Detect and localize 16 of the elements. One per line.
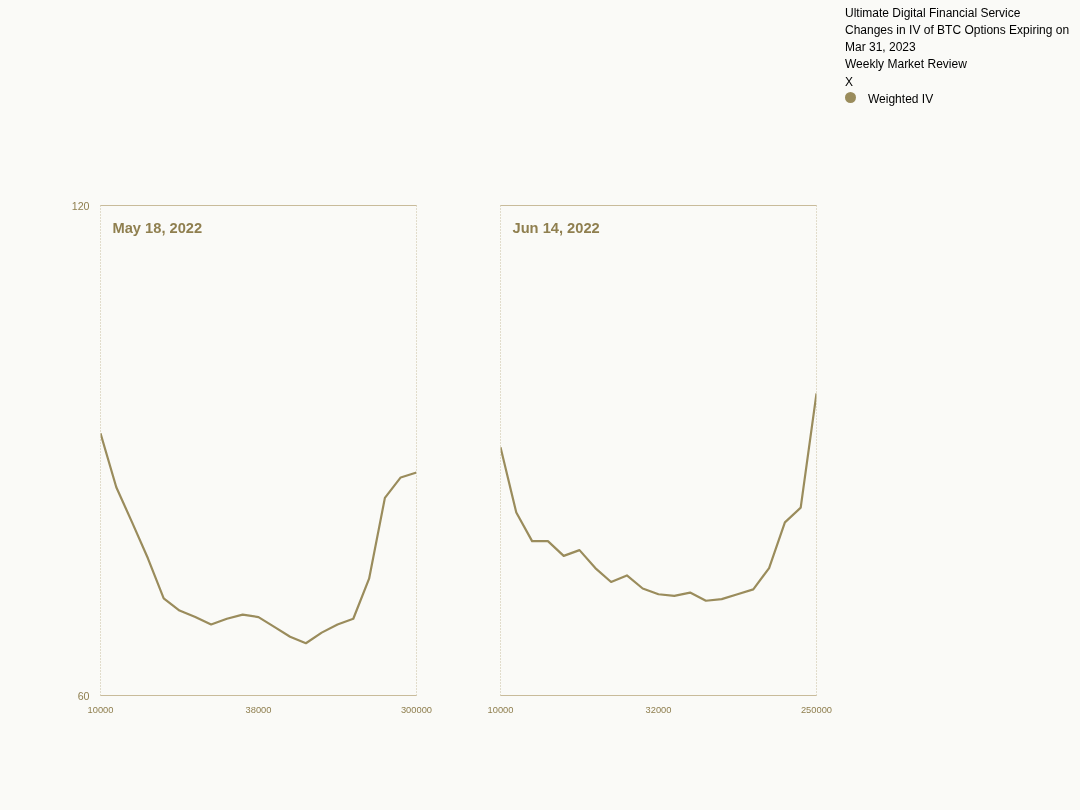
text: Changes in IV of BTC Options Expiring on Mar 31, 2023 xyxy=(845,22,1071,57)
text: Jun 14, 2022 xyxy=(512,219,600,236)
legend-label: Weighted IV xyxy=(867,90,935,108)
x-tick-label: 250000 xyxy=(800,704,833,715)
y-tick-label: 120 xyxy=(71,199,90,212)
line-series xyxy=(100,432,417,645)
text: May 18, 2022 xyxy=(112,219,203,236)
x-tick-label: 38000 xyxy=(245,704,272,715)
x-tick-label: 10000 xyxy=(87,704,114,715)
text: Ultimate Digital Financial Service xyxy=(845,5,1022,22)
x-tick-label: 10000 xyxy=(487,704,514,715)
x-tick-label: 300000 xyxy=(400,704,433,715)
x-tick-label: 32000 xyxy=(645,704,672,715)
y-tick-label: 60 xyxy=(77,689,90,702)
text: Weekly Market Review xyxy=(845,56,968,74)
text: X xyxy=(845,73,854,91)
